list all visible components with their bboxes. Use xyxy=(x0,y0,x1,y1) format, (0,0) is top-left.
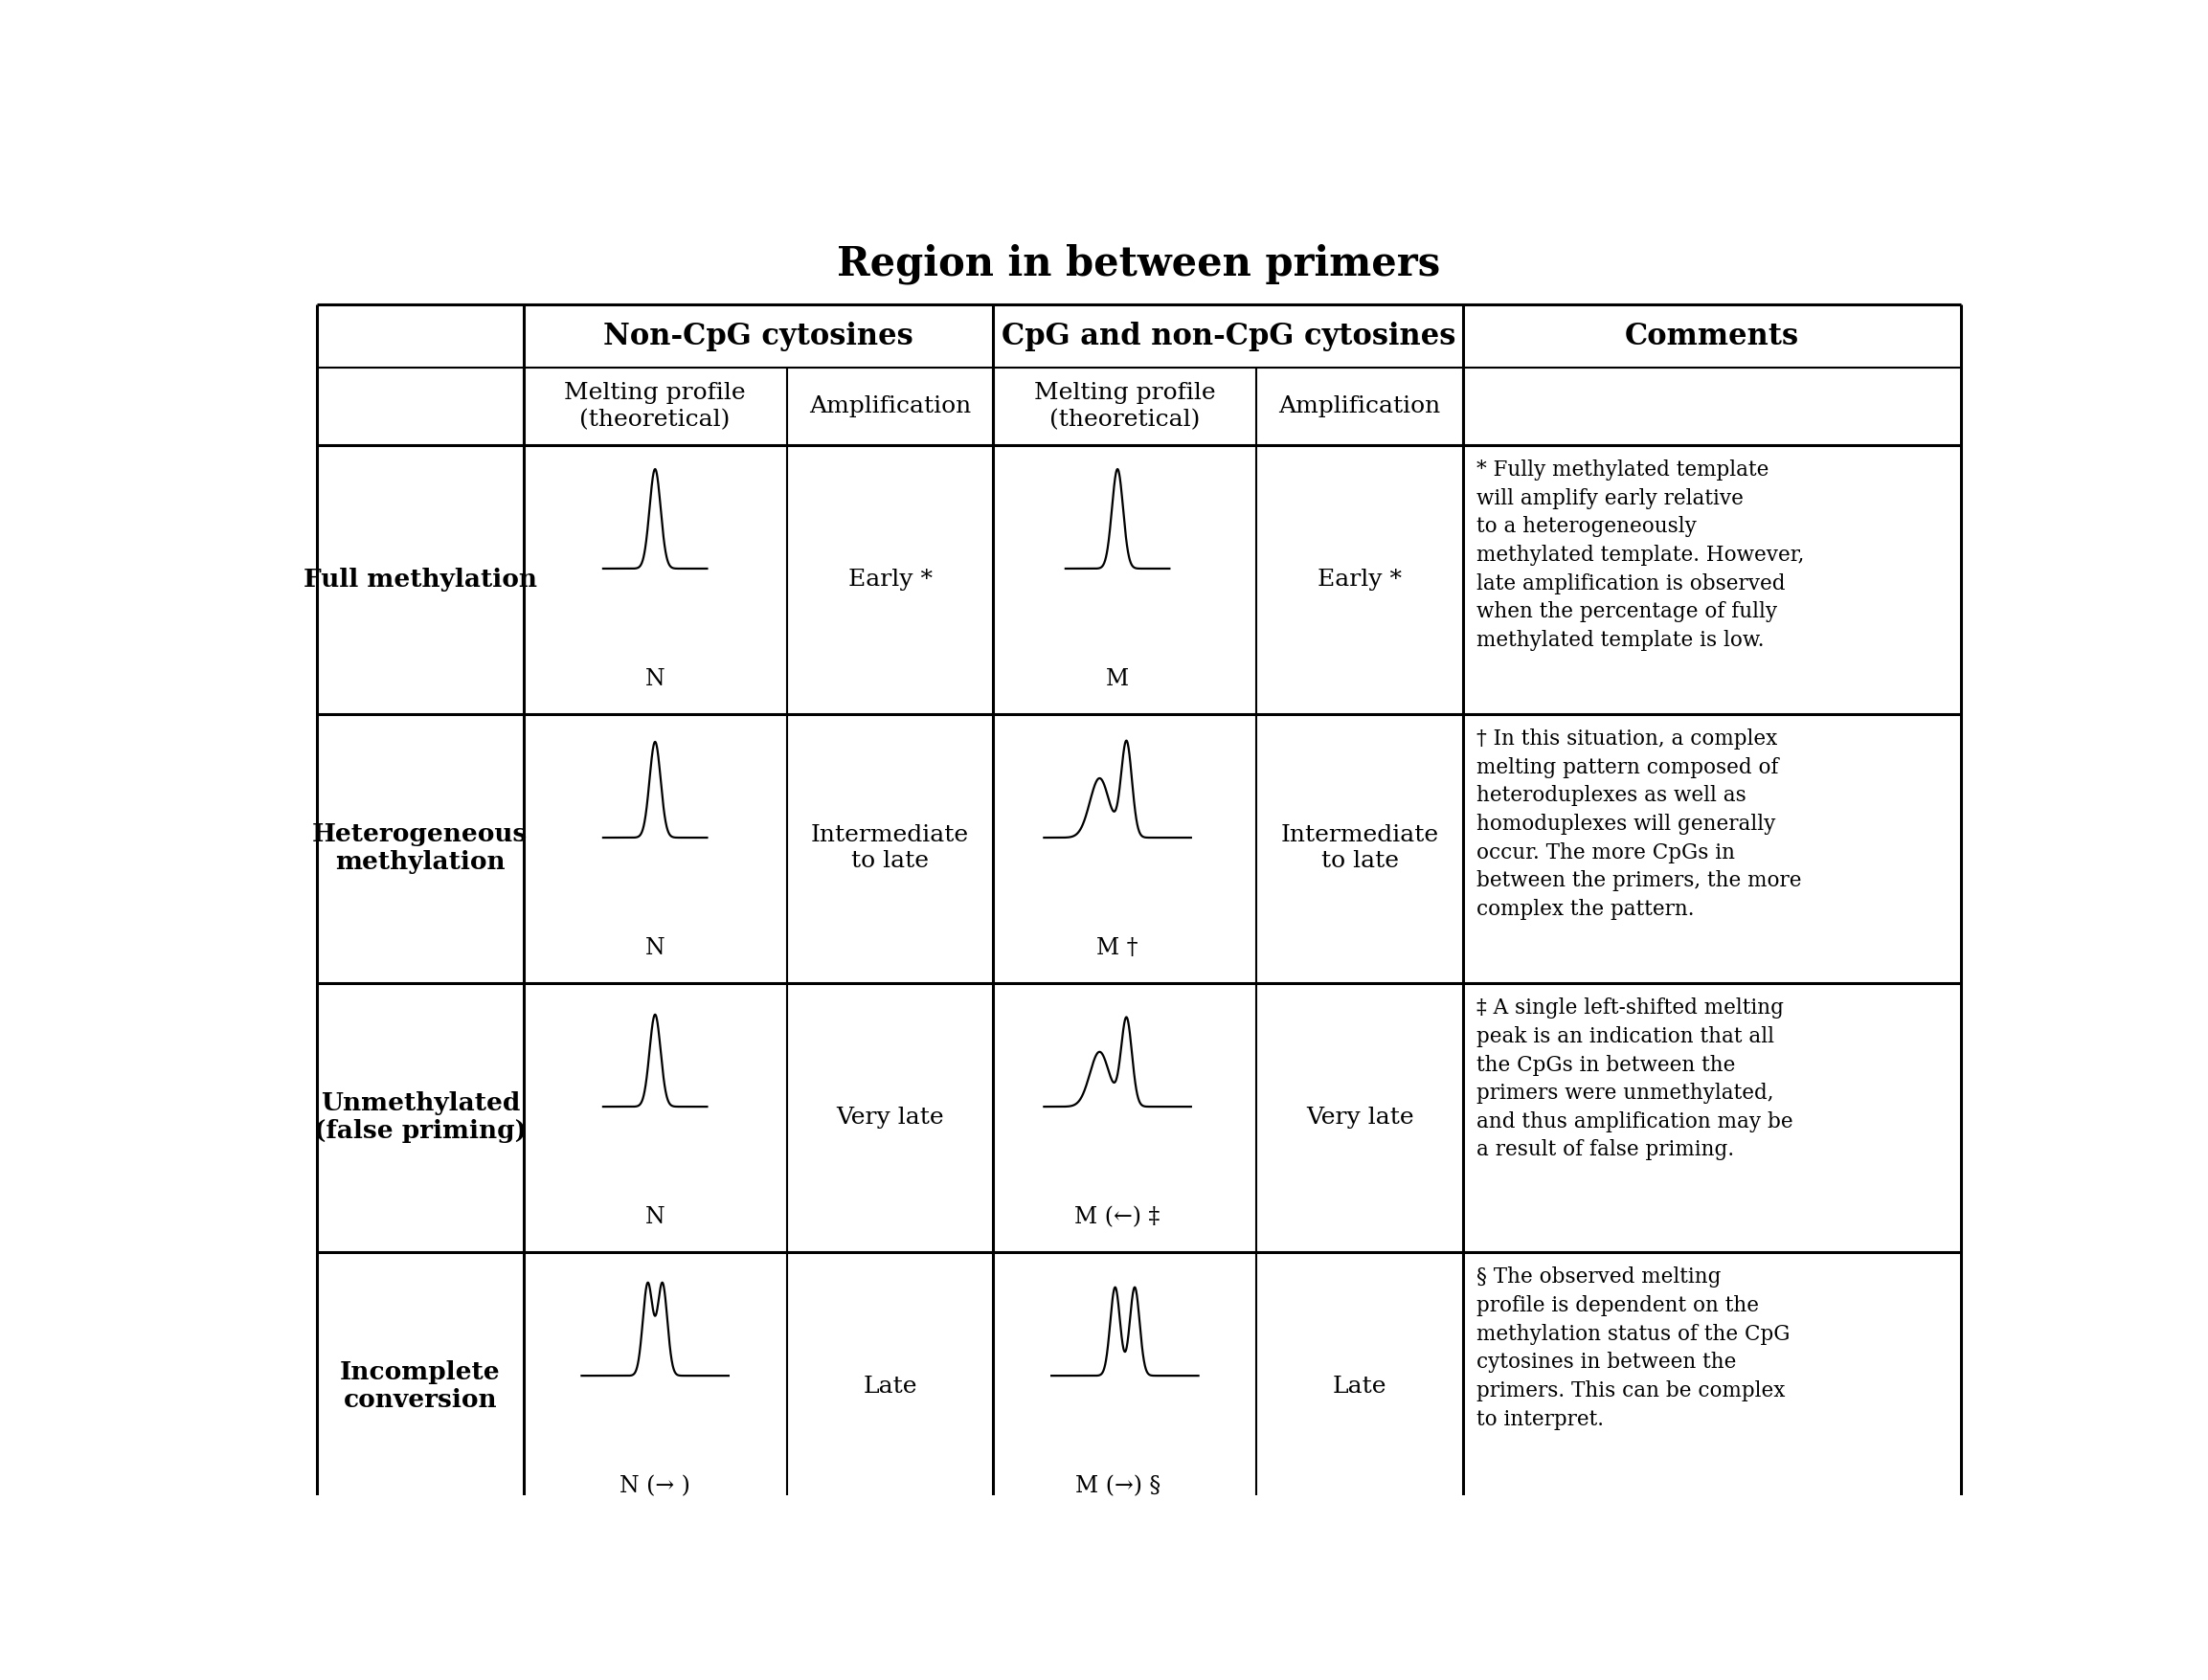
Text: Heterogeneous
methylation: Heterogeneous methylation xyxy=(311,823,528,874)
Text: Intermediate
to late: Intermediate to late xyxy=(1281,825,1440,872)
Text: ‡ A single left-shifted melting
peak is an indication that all
the CpGs in betwe: ‡ A single left-shifted melting peak is … xyxy=(1477,998,1793,1161)
Text: M: M xyxy=(1106,669,1128,690)
Text: † In this situation, a complex
melting pattern composed of
heteroduplexes as wel: † In this situation, a complex melting p… xyxy=(1477,729,1802,921)
Text: N (→ ): N (→ ) xyxy=(620,1475,691,1497)
Text: Very late: Very late xyxy=(1305,1107,1413,1129)
Text: N: N xyxy=(645,1206,665,1228)
Text: Comments: Comments xyxy=(1625,321,1800,351)
Text: * Fully methylated template
will amplify early relative
to a heterogeneously
met: * Fully methylated template will amplify… xyxy=(1477,460,1804,650)
Text: Melting profile
(theoretical): Melting profile (theoretical) xyxy=(1033,381,1217,430)
Text: Early *: Early * xyxy=(848,568,932,590)
Text: Full methylation: Full methylation xyxy=(302,568,537,591)
Text: Unmethylated
(false priming): Unmethylated (false priming) xyxy=(314,1092,526,1144)
Text: Very late: Very late xyxy=(837,1107,945,1129)
Text: Melting profile
(theoretical): Melting profile (theoretical) xyxy=(565,381,746,430)
Text: N: N xyxy=(645,669,665,690)
Text: Intermediate
to late: Intermediate to late xyxy=(810,825,969,872)
Text: CpG and non-CpG cytosines: CpG and non-CpG cytosines xyxy=(1000,321,1455,351)
Text: M (←) ‡: M (←) ‡ xyxy=(1075,1206,1159,1228)
Text: § The observed melting
profile is dependent on the
methylation status of the CpG: § The observed melting profile is depend… xyxy=(1477,1267,1791,1430)
Text: Late: Late xyxy=(1334,1376,1387,1398)
Text: Amplification: Amplification xyxy=(1278,395,1442,417)
Text: N: N xyxy=(645,937,665,959)
Text: Incomplete
conversion: Incomplete conversion xyxy=(340,1361,501,1413)
Text: Non-CpG cytosines: Non-CpG cytosines xyxy=(603,321,914,351)
Text: Region in between primers: Region in between primers xyxy=(837,244,1442,284)
Text: Early *: Early * xyxy=(1318,568,1402,590)
Text: Amplification: Amplification xyxy=(808,395,972,417)
Text: M †: M † xyxy=(1097,937,1139,959)
Text: Late: Late xyxy=(863,1376,916,1398)
Text: M (→) §: M (→) § xyxy=(1075,1475,1159,1497)
